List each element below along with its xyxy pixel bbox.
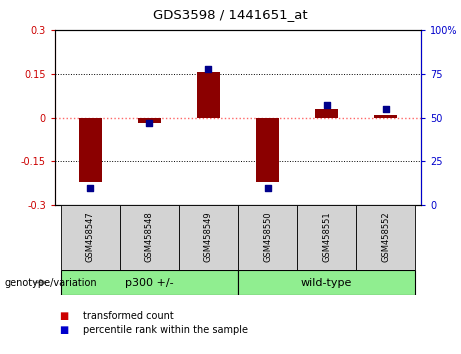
Bar	[197, 72, 220, 118]
Point	[87, 185, 94, 190]
Text: genotype/variation: genotype/variation	[5, 278, 97, 287]
Text: GSM458552: GSM458552	[381, 211, 390, 262]
Point	[323, 102, 330, 108]
Text: transformed count: transformed count	[83, 311, 173, 321]
Point	[205, 66, 212, 72]
Point	[382, 106, 389, 112]
Bar	[374, 115, 397, 118]
Point	[146, 120, 153, 126]
Point	[264, 185, 271, 190]
Text: percentile rank within the sample: percentile rank within the sample	[83, 325, 248, 335]
Text: GSM458548: GSM458548	[145, 211, 154, 262]
Text: p300 +/-: p300 +/-	[125, 278, 174, 287]
Bar	[61, 205, 120, 270]
Text: wild-type: wild-type	[301, 278, 352, 287]
Text: GSM458551: GSM458551	[322, 211, 331, 262]
Text: GSM458550: GSM458550	[263, 211, 272, 262]
Text: ■: ■	[59, 311, 69, 321]
Bar	[79, 118, 102, 182]
Bar	[315, 109, 338, 118]
Bar	[179, 205, 238, 270]
Text: GDS3598 / 1441651_at: GDS3598 / 1441651_at	[153, 8, 308, 21]
Bar	[297, 205, 356, 270]
Bar	[356, 205, 415, 270]
Bar	[120, 205, 179, 270]
Text: GSM458549: GSM458549	[204, 211, 213, 262]
Bar	[61, 270, 238, 295]
Text: ■: ■	[59, 325, 69, 335]
Bar	[238, 205, 297, 270]
Bar	[256, 118, 279, 182]
Bar	[138, 118, 161, 123]
Bar	[238, 270, 415, 295]
Text: GSM458547: GSM458547	[86, 211, 95, 262]
